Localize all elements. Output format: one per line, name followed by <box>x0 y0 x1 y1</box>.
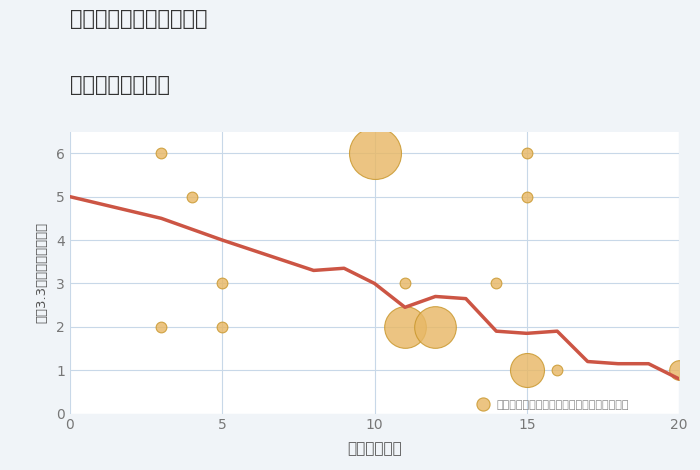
Point <box>217 323 228 330</box>
Text: 三重県伊賀市佐那具町の: 三重県伊賀市佐那具町の <box>70 9 207 30</box>
Text: 駅距離別土地価格: 駅距離別土地価格 <box>70 75 170 95</box>
X-axis label: 駅距離（分）: 駅距離（分） <box>347 441 402 456</box>
Point <box>673 367 685 374</box>
Point <box>521 149 532 157</box>
Y-axis label: 平（3.3㎡）単価（万円）: 平（3.3㎡）単価（万円） <box>35 222 48 323</box>
Point <box>521 193 532 200</box>
Point <box>369 149 380 157</box>
Point <box>477 400 488 408</box>
Point <box>156 149 167 157</box>
Point <box>491 280 502 287</box>
Point <box>217 280 228 287</box>
Point <box>186 193 197 200</box>
Point <box>552 367 563 374</box>
Point <box>156 323 167 330</box>
Text: 円の大きさは、取引のあった物件面積を示す: 円の大きさは、取引のあった物件面積を示す <box>496 400 629 410</box>
Point <box>399 280 410 287</box>
Point <box>430 323 441 330</box>
Point <box>521 367 532 374</box>
Point <box>399 323 410 330</box>
